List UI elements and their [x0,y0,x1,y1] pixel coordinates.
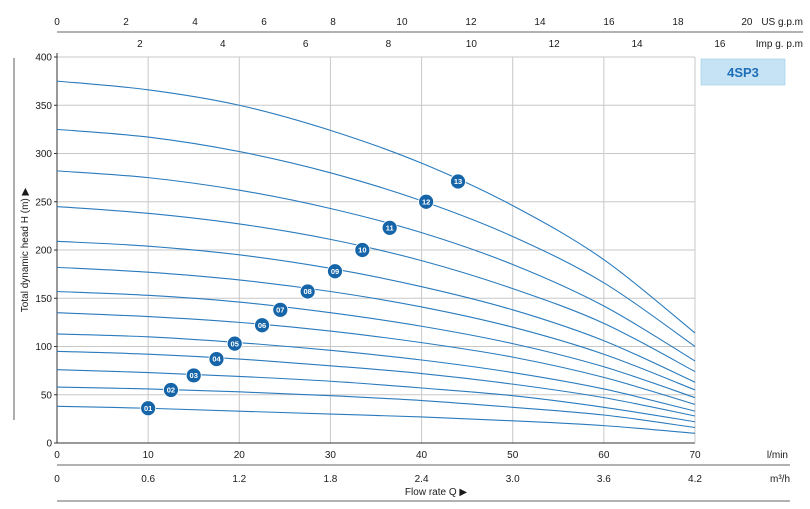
series-label-13: 13 [454,177,462,186]
series-label-06: 06 [258,321,266,330]
x-impgpm-tick-label: 16 [714,39,726,50]
x-usgpm-tick-label: 14 [534,17,546,28]
x-m3h-tick-label: 1.8 [323,474,337,485]
y-tick-label: 150 [35,294,52,305]
x-m3h-tick-label: 0.6 [141,474,155,485]
y-tick-label: 350 [35,101,52,112]
series-label-12: 12 [422,197,430,206]
series-label-04: 04 [212,355,221,364]
series-badge-08 [299,283,316,300]
series-badge-04 [208,351,225,367]
x-m3h-tick-label: 2.4 [415,474,429,485]
x-m3h-tick-label: 3.0 [506,474,520,485]
x-impgpm-tick-label: 6 [303,39,309,50]
y-tick-label: 0 [46,439,52,450]
x-lmin-tick-label: 0 [54,450,60,461]
x-impgpm-unit: Imp g. p.m [756,39,803,50]
series-badge-02 [163,382,179,398]
x-m3h-unit: m³/h [770,474,790,485]
x-usgpm-tick-label: 10 [396,17,408,28]
series-line-03 [56,369,696,423]
series-badge-12 [418,193,435,210]
y-axis-title: Total dynamic head H (m) ▶ [20,187,31,312]
x-usgpm-tick-label: 0 [54,17,60,28]
x-usgpm-tick-label: 2 [123,17,129,28]
x-lmin-tick-label: 40 [416,450,428,461]
y-tick-label: 300 [35,149,52,160]
series-line-02 [56,386,696,429]
series-line-01 [56,405,696,434]
x-impgpm-tick-label: 8 [386,39,392,50]
x-usgpm-tick-label: 6 [261,17,267,28]
x-lmin-tick-label: 60 [598,450,610,461]
model-label: 4SP3 [727,65,759,80]
series-badge-05 [226,335,243,352]
series-label-10: 10 [358,246,366,255]
series-label-05: 05 [231,339,239,348]
series-badge-09 [327,263,343,280]
model-label-box [700,58,786,86]
series-badge-13 [450,173,466,190]
x-lmin-tick-label: 50 [507,450,519,461]
series-line-13 [56,80,696,334]
series-label-02: 02 [167,386,175,395]
x-lmin-tick-label: 30 [325,450,337,461]
series-badge-06 [254,317,270,334]
series-label-09: 09 [331,267,339,276]
series-line-10 [56,206,696,373]
series-line-05 [56,333,696,412]
x-lmin-tick-label: 70 [689,450,701,461]
x-impgpm-tick-label: 2 [137,39,143,50]
series-badge-03 [185,367,202,384]
series-label-01: 01 [144,404,152,413]
x-m3h-tick-label: 4.2 [688,474,702,485]
x-impgpm-tick-label: 4 [220,39,226,50]
y-tick-label: 200 [35,246,52,257]
series-label-11: 11 [386,224,394,233]
series-label-07: 07 [276,306,284,315]
series-badge-11 [381,219,398,236]
x-usgpm-tick-label: 4 [192,17,198,28]
x-impgpm-tick-label: 10 [466,39,478,50]
x-usgpm-unit: US g.p.m [761,17,803,28]
y-tick-label: 400 [35,53,52,64]
x-impgpm-tick-label: 14 [632,39,644,50]
x-lmin-unit: l/min [767,450,788,461]
x-lmin-tick-label: 10 [143,450,155,461]
x-usgpm-tick-label: 16 [603,17,615,28]
series-line-06 [56,312,696,405]
series-badge-07 [272,301,289,318]
x-usgpm-tick-label: 8 [330,17,336,28]
series-label-03: 03 [190,371,198,380]
x-usgpm-tick-label: 20 [741,17,753,28]
series-label-08: 08 [303,287,311,296]
y-tick-label: 100 [35,342,52,353]
x-usgpm-tick-label: 12 [465,17,477,28]
series-line-12 [56,128,696,347]
x-m3h-tick-label: 1.2 [232,474,246,485]
y-tick-label: 250 [35,197,52,208]
y-tick-label: 50 [41,390,53,401]
series-badge-10 [354,242,371,258]
series-line-04 [56,350,696,417]
x-impgpm-tick-label: 12 [549,39,561,50]
x-lmin-tick-label: 20 [234,450,246,461]
series-line-09 [56,240,696,383]
series-line-07 [56,290,696,399]
x-axis-title: Flow rate Q ▶ [405,487,467,498]
x-m3h-tick-label: 0 [54,474,60,485]
series-badge-01 [140,400,157,417]
x-m3h-tick-label: 3.6 [597,474,611,485]
x-usgpm-tick-label: 18 [672,17,684,28]
series-line-08 [56,266,696,391]
series-line-11 [56,170,696,362]
